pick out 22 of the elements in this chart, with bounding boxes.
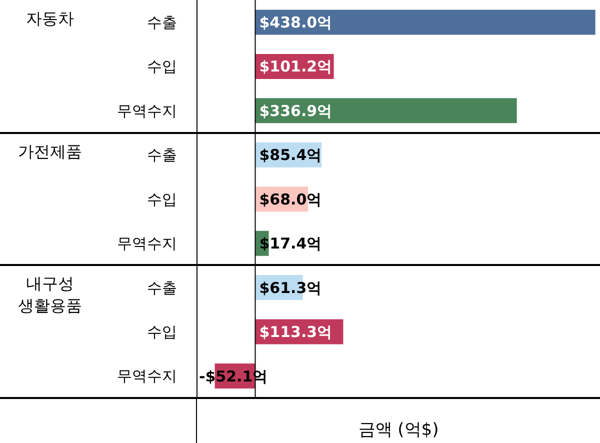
- text: 가전제품: [17, 140, 83, 163]
- y-tick-label: 수입: [147, 322, 177, 341]
- y-tick-label: 수출: [147, 278, 177, 297]
- data-label: $85.4억: [259, 146, 322, 164]
- bar: [255, 10, 596, 35]
- data-label: $438.0억: [259, 13, 332, 32]
- data-label: $68.0억: [259, 190, 322, 208]
- data-label: $61.3억: [259, 278, 322, 297]
- y-tick-label: 무역수지: [117, 102, 177, 120]
- y-tick-label: 무역수지: [117, 367, 177, 386]
- x-axis-title: 금액 (억$): [358, 420, 439, 440]
- data-label: $113.3억: [259, 323, 332, 342]
- bar: [255, 98, 517, 124]
- y-tick-label: 수입: [147, 190, 177, 208]
- data-label: $101.2억: [259, 58, 332, 76]
- y-tick-label: 수출: [147, 146, 177, 164]
- y-tick-label: 수출: [147, 13, 177, 32]
- y-tick-label: 무역수지: [117, 234, 177, 253]
- text: 자동차: [25, 8, 75, 30]
- y-tick-label: 수입: [147, 58, 177, 76]
- text: 내구성 생활용품: [17, 273, 83, 318]
- data-label: $336.9억: [259, 102, 332, 120]
